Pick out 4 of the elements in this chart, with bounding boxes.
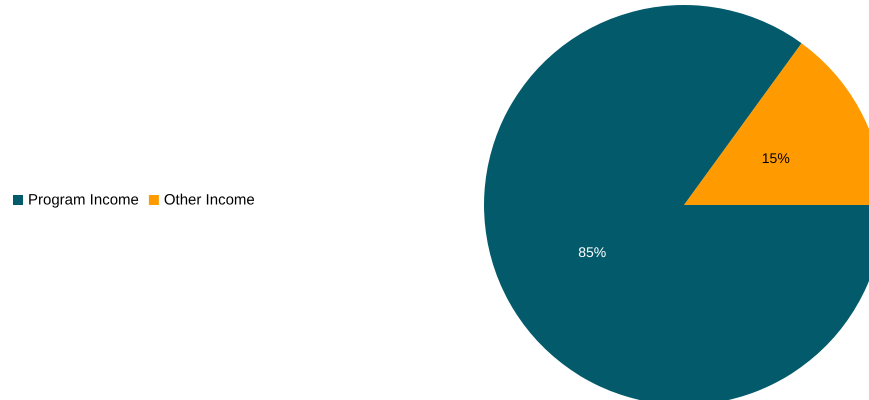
data-label: 15% (762, 150, 790, 166)
legend-label: Other Income (164, 192, 255, 208)
data-label: 85% (578, 244, 606, 260)
legend-label: Program Income (28, 192, 139, 208)
